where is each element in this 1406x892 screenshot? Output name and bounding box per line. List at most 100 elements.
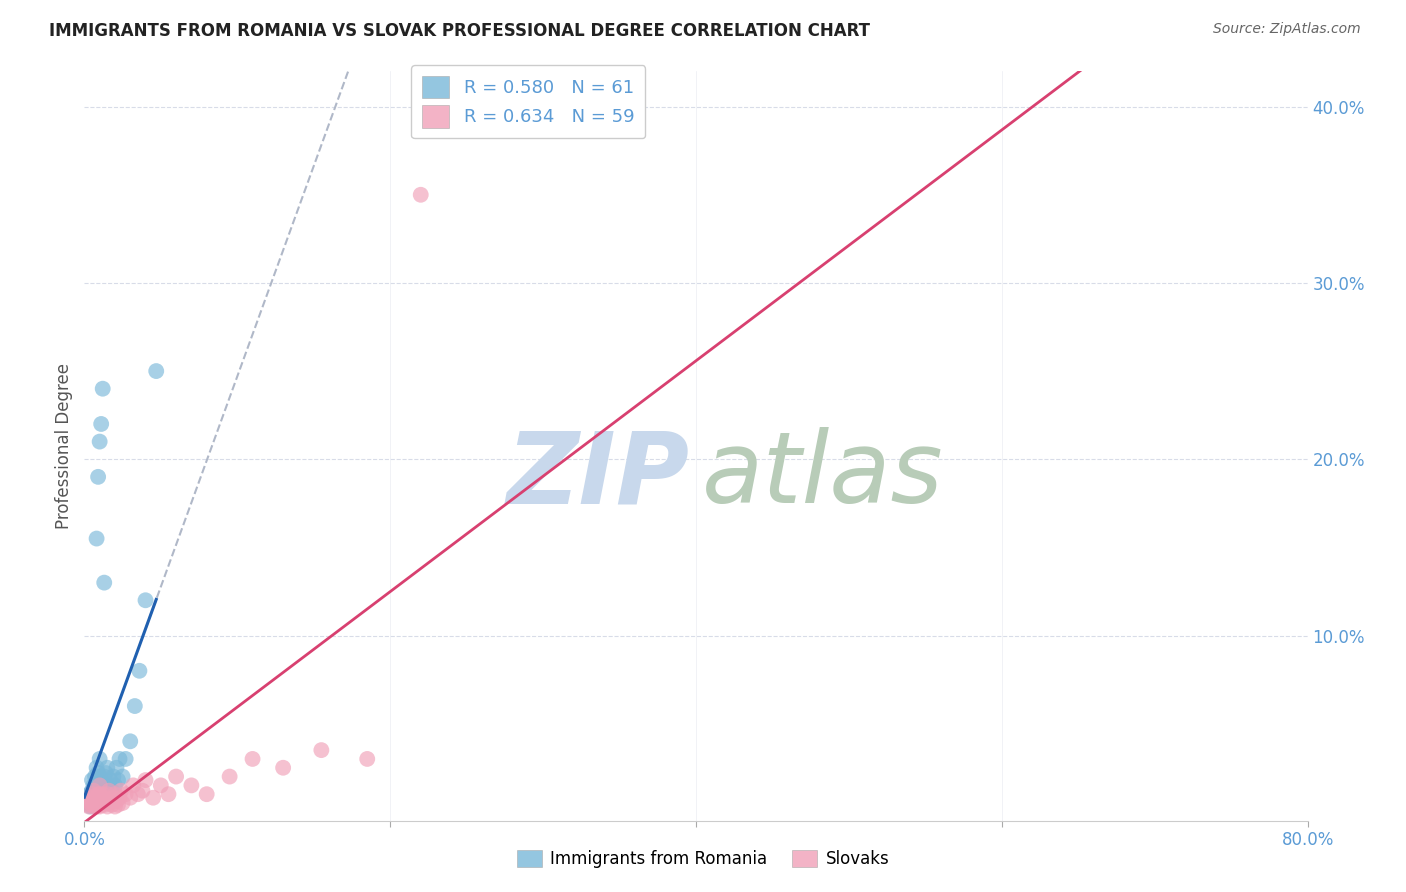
Point bbox=[91, 790, 114, 805]
Point bbox=[87, 787, 110, 801]
Point bbox=[108, 752, 131, 766]
Point bbox=[86, 799, 108, 814]
Point bbox=[127, 787, 149, 801]
Point bbox=[77, 799, 100, 814]
Point bbox=[77, 787, 100, 801]
Point bbox=[89, 799, 111, 814]
Text: ZIP: ZIP bbox=[506, 427, 690, 524]
Point bbox=[83, 789, 105, 803]
Point bbox=[93, 790, 115, 805]
Point bbox=[157, 787, 180, 801]
Point bbox=[80, 790, 103, 805]
Point bbox=[83, 796, 105, 810]
Point bbox=[90, 417, 112, 431]
Point bbox=[131, 783, 153, 797]
Point bbox=[93, 787, 115, 801]
Point bbox=[93, 770, 115, 784]
Point bbox=[114, 787, 136, 801]
Point bbox=[83, 792, 105, 806]
Point bbox=[84, 780, 107, 794]
Point bbox=[104, 787, 127, 801]
Point bbox=[311, 743, 333, 757]
Point bbox=[89, 778, 111, 792]
Point bbox=[84, 787, 107, 801]
Point bbox=[111, 796, 134, 810]
Point bbox=[96, 787, 118, 801]
Point bbox=[271, 761, 294, 775]
Point bbox=[90, 797, 112, 812]
Point bbox=[89, 787, 111, 801]
Point bbox=[97, 796, 120, 810]
Point bbox=[86, 761, 108, 775]
Point bbox=[79, 790, 101, 805]
Point bbox=[104, 778, 127, 792]
Point bbox=[89, 794, 111, 808]
Point bbox=[89, 770, 111, 784]
Point bbox=[91, 778, 114, 792]
Point bbox=[90, 789, 112, 803]
Point bbox=[122, 778, 145, 792]
Point bbox=[87, 797, 110, 812]
Point bbox=[89, 790, 111, 805]
Point bbox=[110, 783, 132, 797]
Point bbox=[142, 790, 165, 805]
Point bbox=[135, 773, 157, 788]
Point bbox=[94, 783, 117, 797]
Point bbox=[94, 794, 117, 808]
Point bbox=[80, 797, 103, 812]
Point bbox=[84, 797, 107, 812]
Point bbox=[111, 770, 134, 784]
Legend: R = 0.580   N = 61, R = 0.634   N = 59: R = 0.580 N = 61, R = 0.634 N = 59 bbox=[412, 65, 645, 138]
Point bbox=[84, 770, 107, 784]
Point bbox=[86, 792, 108, 806]
Point bbox=[149, 778, 172, 792]
Point bbox=[114, 752, 136, 766]
Point bbox=[124, 699, 146, 714]
Point bbox=[409, 187, 432, 202]
Point bbox=[80, 787, 103, 801]
Point bbox=[80, 783, 103, 797]
Point bbox=[91, 787, 114, 801]
Point bbox=[107, 773, 129, 788]
Text: IMMIGRANTS FROM ROMANIA VS SLOVAK PROFESSIONAL DEGREE CORRELATION CHART: IMMIGRANTS FROM ROMANIA VS SLOVAK PROFES… bbox=[49, 22, 870, 40]
Point bbox=[120, 734, 142, 748]
Point bbox=[195, 787, 218, 801]
Point bbox=[84, 789, 107, 803]
Point bbox=[80, 797, 103, 812]
Point bbox=[103, 790, 125, 805]
Point bbox=[76, 796, 98, 810]
Point bbox=[98, 773, 121, 788]
Point bbox=[145, 364, 167, 378]
Point bbox=[165, 770, 187, 784]
Point bbox=[79, 799, 101, 814]
Point bbox=[108, 790, 131, 805]
Point bbox=[76, 797, 98, 812]
Point bbox=[128, 664, 150, 678]
Point bbox=[93, 575, 115, 590]
Point bbox=[79, 796, 101, 810]
Point bbox=[105, 761, 128, 775]
Point bbox=[94, 766, 117, 780]
Text: Source: ZipAtlas.com: Source: ZipAtlas.com bbox=[1213, 22, 1361, 37]
Point bbox=[356, 752, 378, 766]
Point bbox=[105, 794, 128, 808]
Point bbox=[90, 787, 112, 801]
Point bbox=[87, 787, 110, 801]
Point bbox=[93, 797, 115, 812]
Point bbox=[101, 797, 124, 812]
Point bbox=[91, 796, 114, 810]
Point bbox=[89, 783, 111, 797]
Point bbox=[107, 797, 129, 812]
Text: atlas: atlas bbox=[702, 427, 943, 524]
Point bbox=[86, 783, 108, 797]
Y-axis label: Professional Degree: Professional Degree bbox=[55, 363, 73, 529]
Point bbox=[97, 783, 120, 797]
Point bbox=[80, 773, 103, 788]
Point bbox=[91, 382, 114, 396]
Point bbox=[96, 799, 118, 814]
Point bbox=[83, 778, 105, 792]
Point bbox=[218, 770, 240, 784]
Point bbox=[83, 783, 105, 797]
Point bbox=[180, 778, 202, 792]
Point bbox=[97, 778, 120, 792]
